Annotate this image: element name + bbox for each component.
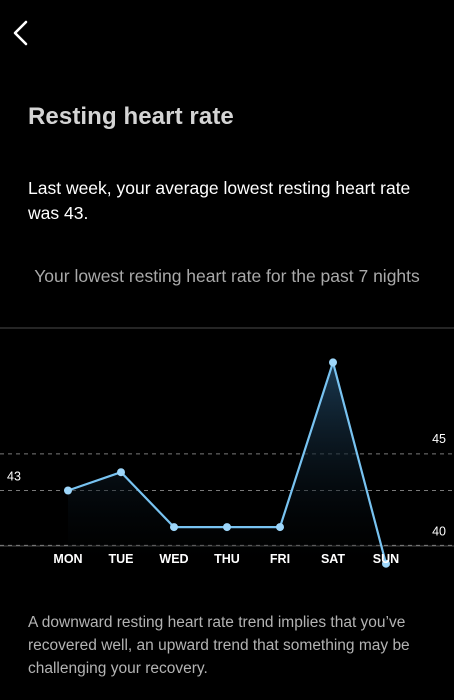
day-label-fri: FRI xyxy=(270,552,290,566)
back-button[interactable] xyxy=(6,16,36,50)
chart-caption: Your lowest resting heart rate for the p… xyxy=(34,266,420,286)
data-point-wed xyxy=(170,523,178,532)
day-label-sun: SUN xyxy=(373,552,399,566)
reference-label-40: 40 xyxy=(432,524,446,538)
data-point-sat xyxy=(329,358,337,367)
reference-label-43: 43 xyxy=(7,470,21,484)
day-label-wed: WED xyxy=(159,552,188,566)
trend-explanation: A downward resting heart rate trend impl… xyxy=(28,614,410,677)
data-point-thu xyxy=(223,523,231,532)
data-point-mon xyxy=(64,486,72,495)
data-point-fri xyxy=(276,523,284,532)
chevron-left-icon xyxy=(13,20,28,46)
data-point-tue xyxy=(117,468,125,477)
reference-label-45: 45 xyxy=(432,432,446,446)
resting-heart-rate-chart: 45 43 40 MON TUE WED THU FRI SAT SUN xyxy=(0,327,454,568)
trend-area xyxy=(68,362,386,564)
day-label-tue: TUE xyxy=(109,552,134,566)
day-label-sat: SAT xyxy=(321,552,345,566)
data-point-sun xyxy=(382,559,390,568)
page-title: Resting heart rate xyxy=(28,103,234,130)
day-label-mon: MON xyxy=(53,552,82,566)
day-label-thu: THU xyxy=(214,552,240,566)
weekly-summary: Last week, your average lowest resting h… xyxy=(28,178,411,223)
